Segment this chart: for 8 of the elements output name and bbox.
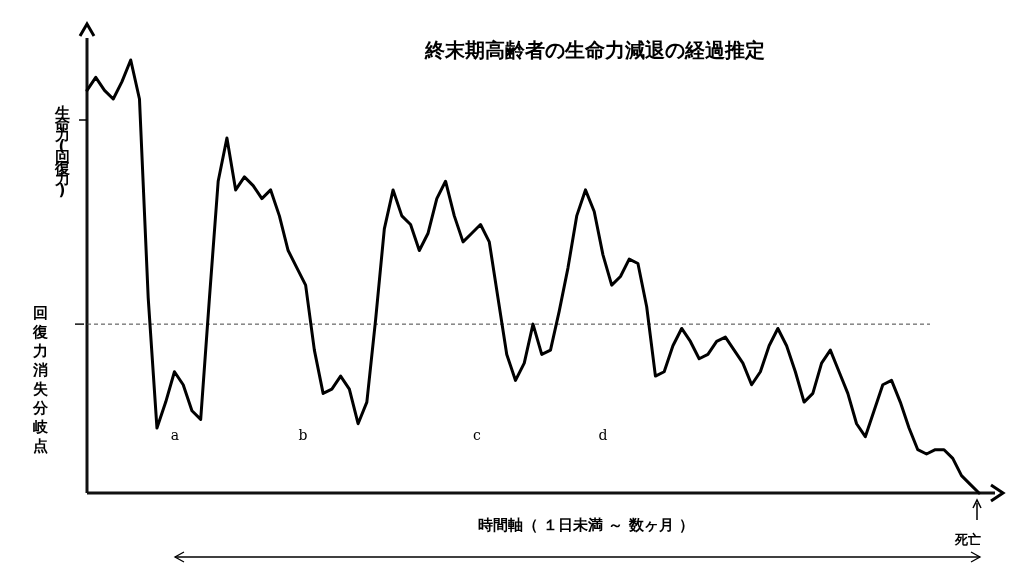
ref-line-label: 回復力消失分岐点 <box>31 304 49 455</box>
annotation: b <box>298 427 308 443</box>
annotation: a <box>170 427 180 443</box>
x-axis-title: 時間軸（ １日未満 ～ 数ヶ月 ） <box>478 516 694 534</box>
text: 死亡 <box>954 532 981 547</box>
chart-title: 終末期高齢者の生命力減退の経過推定 <box>424 38 765 62</box>
annotation: d <box>598 427 608 443</box>
annotation: c <box>473 427 482 443</box>
